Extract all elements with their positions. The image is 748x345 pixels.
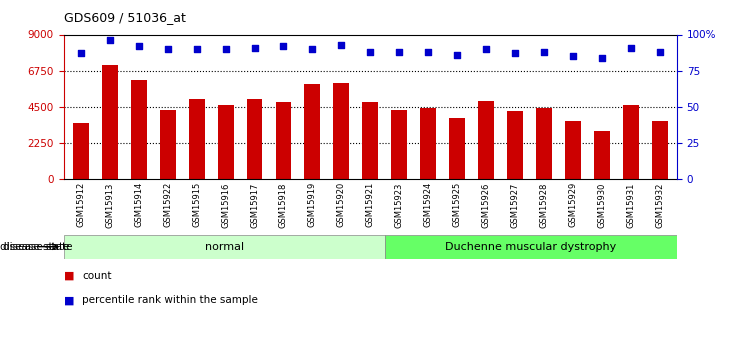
Bar <box>160 110 176 179</box>
Bar <box>652 121 667 179</box>
Text: GSM15920: GSM15920 <box>337 182 346 227</box>
Bar <box>391 110 407 179</box>
Point <box>133 43 145 49</box>
Bar <box>420 108 436 179</box>
Text: GSM15924: GSM15924 <box>423 182 432 227</box>
Text: GSM15915: GSM15915 <box>192 182 201 227</box>
Bar <box>188 99 205 179</box>
Bar <box>218 105 233 179</box>
Text: GSM15930: GSM15930 <box>597 182 606 228</box>
Bar <box>565 121 580 179</box>
Point <box>625 45 637 50</box>
Text: GSM15923: GSM15923 <box>395 182 404 228</box>
Text: Duchenne muscular dystrophy: Duchenne muscular dystrophy <box>445 242 616 252</box>
Point <box>654 49 666 55</box>
Text: GSM15914: GSM15914 <box>135 182 144 227</box>
Point <box>422 49 434 55</box>
Bar <box>275 102 292 179</box>
Text: GSM15918: GSM15918 <box>279 182 288 228</box>
Bar <box>304 85 320 179</box>
Bar <box>131 80 147 179</box>
Point <box>307 46 319 52</box>
Point <box>393 49 405 55</box>
Point <box>509 51 521 56</box>
Text: normal: normal <box>205 242 244 252</box>
Bar <box>536 108 552 179</box>
Point <box>278 43 289 49</box>
Point <box>451 52 463 58</box>
Bar <box>73 123 89 179</box>
Text: GSM15932: GSM15932 <box>655 182 664 228</box>
Bar <box>622 105 639 179</box>
Bar <box>334 83 349 179</box>
Bar <box>478 100 494 179</box>
Text: GSM15931: GSM15931 <box>626 182 635 228</box>
Point <box>162 46 174 52</box>
Text: percentile rank within the sample: percentile rank within the sample <box>82 295 258 305</box>
Text: GSM15921: GSM15921 <box>366 182 375 227</box>
Text: GSM15912: GSM15912 <box>76 182 85 227</box>
Text: GSM15927: GSM15927 <box>510 182 519 228</box>
Point <box>75 51 87 56</box>
Point <box>248 45 260 50</box>
Point <box>595 55 607 60</box>
Point <box>220 46 232 52</box>
Text: GSM15916: GSM15916 <box>221 182 230 228</box>
Bar <box>102 65 118 179</box>
Point <box>364 49 376 55</box>
Text: count: count <box>82 271 111 281</box>
Text: GDS609 / 51036_at: GDS609 / 51036_at <box>64 11 186 24</box>
Bar <box>507 111 523 179</box>
Text: ■: ■ <box>64 271 74 281</box>
Text: GSM15929: GSM15929 <box>568 182 577 227</box>
Text: GSM15922: GSM15922 <box>163 182 172 227</box>
Bar <box>64 235 385 259</box>
Text: GSM15913: GSM15913 <box>105 182 114 228</box>
Text: ■: ■ <box>64 295 74 305</box>
Point <box>104 38 116 43</box>
Text: GSM15926: GSM15926 <box>482 182 491 228</box>
Text: disease state: disease state <box>0 242 70 252</box>
Text: GSM15919: GSM15919 <box>308 182 317 227</box>
Point <box>538 49 550 55</box>
Point <box>567 53 579 59</box>
Bar <box>385 235 677 259</box>
Text: disease state: disease state <box>3 242 73 252</box>
Point <box>480 46 492 52</box>
Point <box>335 42 347 47</box>
Bar <box>247 99 263 179</box>
Text: GSM15925: GSM15925 <box>453 182 462 227</box>
Bar <box>594 131 610 179</box>
Text: GSM15917: GSM15917 <box>250 182 259 228</box>
Bar <box>362 102 378 179</box>
Bar <box>449 118 465 179</box>
Point <box>191 46 203 52</box>
Text: GSM15928: GSM15928 <box>539 182 548 228</box>
